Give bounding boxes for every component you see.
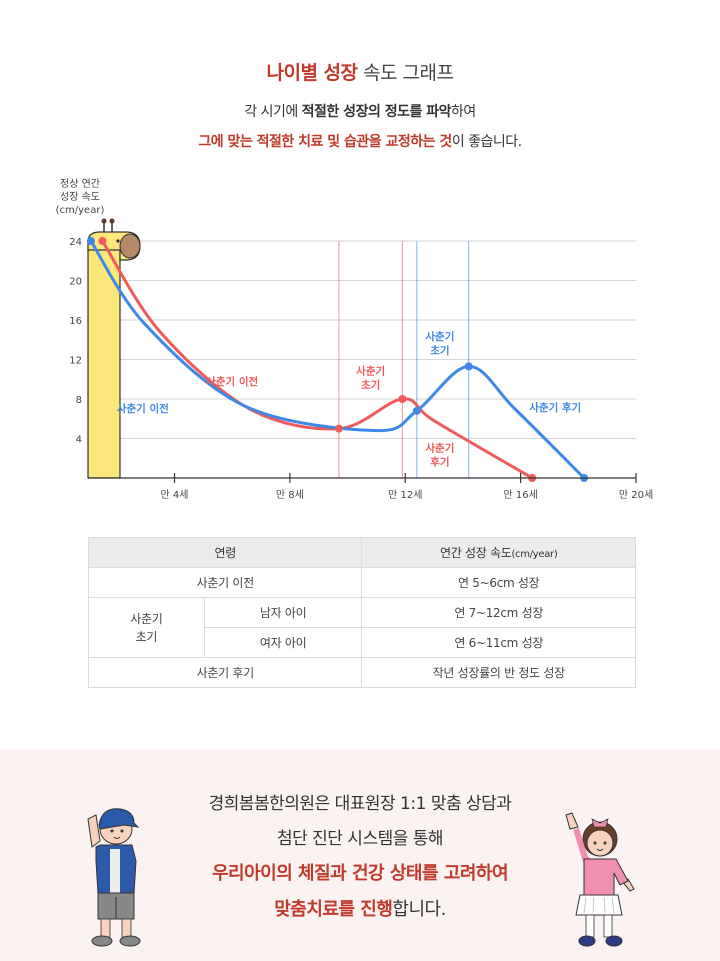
- table-row: 사춘기 이전 연 5~6cm 성장: [87, 567, 636, 598]
- annotation-red: 사춘기: [356, 364, 385, 377]
- annotation-blue: 사춘기 이전: [117, 402, 169, 415]
- row3-value: 연 6~11cm 성장: [361, 627, 636, 658]
- banner-line-3: 우리아이의 체질과 건강 상태를 고려하여: [211, 863, 509, 884]
- x-tick-label: 만 8세: [276, 489, 304, 501]
- data-point-red: [334, 424, 343, 433]
- row1-value: 연 5~6cm 성장: [361, 567, 636, 598]
- row2-label: 사춘기 초기: [88, 597, 205, 658]
- header-age: 연령: [87, 537, 363, 568]
- table-row: 사춘기 후기 작년 성장률의 반 정도 성장: [87, 657, 636, 688]
- data-point-red: [398, 395, 407, 403]
- title-rest: 속도 그래프: [357, 62, 454, 84]
- giraffe-horn-tip-right: [109, 218, 115, 224]
- row4-label: 사춘기 후기: [87, 657, 363, 688]
- x-tick-label: 만 4세: [161, 489, 189, 501]
- banner-line-4-rest: 합니다.: [392, 899, 446, 920]
- sub1-part1: 각 시기에: [244, 104, 302, 120]
- row2-sub: 남자 아이: [203, 597, 363, 628]
- y-tick-label: 12: [69, 356, 82, 367]
- row2-label-line1: 사춘기: [130, 611, 163, 626]
- header-rate: 연간 성장 속도(cm/year): [361, 537, 636, 568]
- giraffe-eye: [116, 239, 120, 243]
- header-rate-unit: (cm/year): [511, 549, 558, 560]
- annotation-red: 사춘기: [425, 441, 454, 454]
- y-axis-label: (cm/year): [56, 205, 105, 216]
- y-tick-label: 16: [69, 316, 82, 327]
- growth-rate-table: 연령 연간 성장 속도(cm/year) 사춘기 이전 연 5~6cm 성장 사…: [87, 537, 636, 688]
- x-tick-label: 만 12세: [388, 489, 422, 501]
- sub2-rest: 이 좋습니다.: [451, 134, 522, 150]
- row1-label: 사춘기 이전: [87, 567, 363, 598]
- table-header-row: 연령 연간 성장 속도(cm/year): [87, 537, 636, 568]
- row2-label-line2: 초기: [135, 629, 158, 644]
- x-tick-label: 만 20세: [619, 489, 653, 501]
- giraffe-snout: [119, 233, 141, 259]
- girl-illustration: [565, 812, 635, 947]
- data-point-blue: [86, 237, 95, 245]
- row3-sub: 여자 아이: [203, 627, 363, 658]
- series-line-red: [100, 239, 534, 480]
- banner-line-2: 첨단 진단 시스템을 통해: [276, 829, 444, 849]
- sub1-part2: 하여: [450, 104, 476, 120]
- y-axis-label: 성장 속도: [60, 191, 100, 203]
- annotation-blue-line2: 초기: [430, 344, 449, 357]
- sub2-red: 그에 맞는 적절한 치료 및 습관을 교정하는 것: [198, 134, 452, 150]
- giraffe-neck: [87, 243, 121, 479]
- row4-value: 작년 성장률의 반 정도 성장: [361, 657, 636, 688]
- y-tick-label: 20: [69, 277, 82, 288]
- table-row: 사춘기 초기 남자 아이 연 7~12cm 성장: [88, 597, 636, 658]
- subtitle-line-2: 그에 맞는 적절한 치료 및 습관을 교정하는 것이 좋습니다.: [0, 131, 720, 151]
- clinic-banner: 경희봄봄한의원은 대표원장 1:1 맞춤 상담과 첨단 진단 시스템을 통해 우…: [0, 749, 720, 961]
- y-tick-label: 24: [69, 237, 82, 248]
- banner-line-4: 맞춤치료를 진행합니다.: [0, 895, 720, 921]
- annotation-blue: 사춘기 후기: [529, 401, 581, 414]
- data-point-blue: [412, 406, 421, 415]
- giraffe-horn-tip-left: [101, 218, 107, 224]
- header-rate-label: 연간 성장 속도: [439, 546, 512, 560]
- x-tick-label: 만 16세: [503, 489, 537, 501]
- data-point-blue: [464, 362, 473, 371]
- annotation-red-line2: 후기: [430, 455, 449, 468]
- series-line-blue: [89, 239, 586, 480]
- title-highlight: 나이별 성장: [266, 62, 359, 84]
- y-tick-label: 4: [76, 435, 82, 446]
- table-row: 여자 아이 연 6~11cm 성장: [89, 627, 636, 658]
- boy-illustration: [87, 808, 141, 947]
- annotation-red-line2: 초기: [361, 378, 380, 391]
- page-title: 나이별 성장 속도 그래프: [0, 58, 720, 85]
- annotation-blue: 사춘기: [425, 330, 454, 343]
- row2-value: 연 7~12cm 성장: [361, 597, 636, 628]
- banner-line-4-red: 맞춤치료를 진행: [274, 899, 393, 920]
- annotation-red: 사춘기 이전: [206, 375, 258, 388]
- giraffe-illustration: [87, 218, 141, 479]
- y-axis-label: 정상 연간: [60, 178, 100, 190]
- banner-line-1: 경희봄봄한의원은 대표원장 1:1 맞춤 상담과: [208, 794, 512, 814]
- subtitle-line-1: 각 시기에 적절한 성장의 정도를 파악하여: [0, 101, 720, 121]
- data-point-red: [98, 237, 107, 245]
- sub1-bold: 적절한 성장의 정도를 파악: [301, 104, 452, 120]
- y-tick-label: 8: [76, 395, 82, 406]
